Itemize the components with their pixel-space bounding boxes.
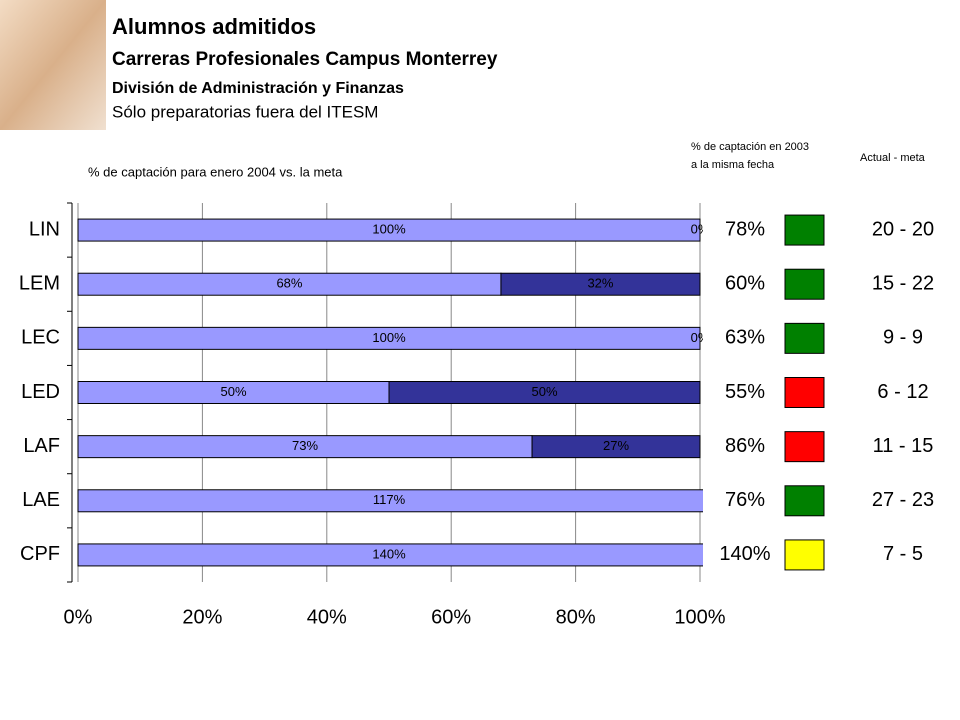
- bar: [77, 218, 701, 242]
- actual-meta: 27 - 23: [872, 489, 934, 511]
- x-tick-label: 40%: [307, 606, 347, 628]
- data-label: 73%: [292, 438, 318, 453]
- y-tick-label: CPF: [20, 543, 60, 565]
- axis-note: % de captación para enero 2004 vs. la me…: [88, 164, 343, 179]
- x-tick-label: 0%: [64, 606, 93, 628]
- x-tick-label: 60%: [431, 606, 471, 628]
- actual-meta: 7 - 5: [883, 543, 923, 565]
- subtitle: División de Administración y Finanzas: [112, 80, 404, 97]
- data-label: 0%: [691, 330, 710, 345]
- y-tick-label: LED: [21, 381, 60, 403]
- prior-value: 55%: [725, 381, 765, 403]
- column-header: a la misma fecha: [691, 159, 775, 171]
- bar: [388, 381, 701, 404]
- y-tick-label: LAE: [22, 489, 60, 511]
- data-label: 100%: [372, 222, 406, 237]
- actual-meta: 6 - 12: [877, 381, 928, 403]
- column-header: % de captación en 2003: [691, 141, 809, 153]
- bar: [77, 543, 703, 567]
- status-box: [784, 214, 825, 246]
- data-label: 50%: [220, 384, 246, 399]
- data-label: 50%: [531, 384, 557, 399]
- x-tick-label: 80%: [556, 606, 596, 628]
- prior-value: 86%: [725, 435, 765, 457]
- actual-meta: 9 - 9: [883, 327, 923, 349]
- status-box: [784, 322, 825, 354]
- actual-meta: 15 - 22: [872, 272, 934, 294]
- plot: 100% 0% 68% 32% 100% 0% 50% 50% 73% 27% 117% 140%: [77, 218, 710, 567]
- status-box: [784, 539, 825, 571]
- x-tick-label: 100%: [674, 606, 725, 628]
- prior-value: 140%: [719, 543, 770, 565]
- bar: [531, 435, 701, 459]
- data-label: 32%: [587, 276, 613, 291]
- bar: [77, 326, 701, 350]
- y-tick-label: LIN: [29, 218, 60, 240]
- prior-value: 78%: [725, 218, 765, 240]
- subtitle: Sólo preparatorias fuera del ITESM: [112, 102, 378, 121]
- status-box: [784, 377, 825, 408]
- actual-meta: 20 - 20: [872, 218, 934, 240]
- y-tick-label: LEM: [19, 272, 60, 294]
- status-box: [784, 268, 825, 300]
- prior-value: 60%: [725, 272, 765, 294]
- header-photo: [0, 0, 106, 130]
- status-box: [784, 485, 825, 517]
- status-box: [784, 431, 825, 463]
- title: Alumnos admitidos: [112, 14, 316, 39]
- data-label: 100%: [372, 330, 406, 345]
- x-tick-label: 20%: [182, 606, 222, 628]
- subtitle: Carreras Profesionales Campus Monterrey: [112, 49, 498, 70]
- prior-value: 76%: [725, 489, 765, 511]
- bar: [77, 489, 703, 513]
- data-label: 68%: [276, 276, 302, 291]
- actual-meta: 11 - 15: [873, 435, 934, 457]
- y-tick-label: LEC: [21, 327, 60, 349]
- data-label: 0%: [691, 222, 710, 237]
- prior-value: 63%: [725, 327, 765, 349]
- y-tick-label: LAF: [23, 435, 60, 457]
- column-header: Actual - meta: [860, 152, 926, 164]
- bar: [500, 272, 701, 296]
- data-label: 27%: [603, 438, 629, 453]
- data-label: 140%: [372, 546, 406, 561]
- data-label: 117%: [373, 492, 406, 507]
